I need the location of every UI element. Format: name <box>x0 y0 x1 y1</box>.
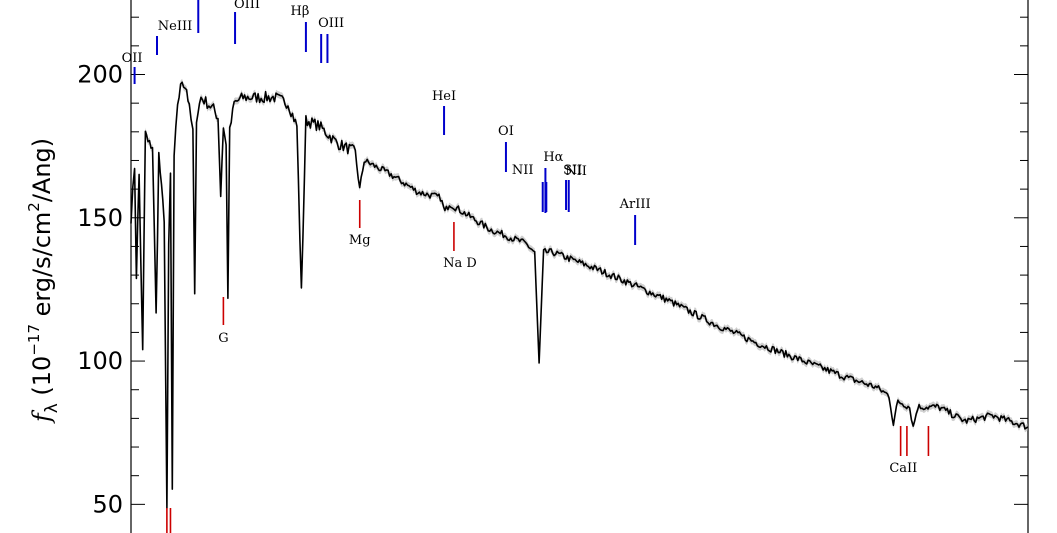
y-label-unit: erg/s/cm <box>28 212 56 324</box>
y-tick-label: 150 <box>77 204 123 232</box>
absorption-line-markers: G Mg Na D CaII <box>166 200 930 533</box>
emission-line-label: OIII <box>318 16 344 31</box>
absorption-group-label: CaII <box>889 461 917 476</box>
y-label-exponent: −17 <box>25 324 43 356</box>
emission-line-label: OIII <box>234 0 260 12</box>
y-axis-ticks: 50 100 150 200 <box>77 16 1028 518</box>
y-tick-label: 200 <box>77 61 123 89</box>
emission-line-label: Hβ <box>290 4 309 19</box>
emission-line-label: HeI <box>432 89 456 104</box>
y-axis-label-text: fλ (10−17 erg/s/cm2/Ang) <box>25 138 62 424</box>
y-tick-label: 50 <box>92 490 123 518</box>
y-axis-label: fλ (10−17 erg/s/cm2/Ang) <box>25 138 62 424</box>
y-label-prefix: (10 <box>28 356 56 404</box>
emission-line-label: ArIII <box>619 197 651 212</box>
spectrum-line <box>130 81 1029 509</box>
emission-line-label: Hα <box>543 150 563 165</box>
absorption-line-label: G <box>218 331 228 346</box>
emission-line-label: NeIII <box>158 19 192 34</box>
y-label-unit-suffix: /Ang) <box>28 138 56 202</box>
emission-line-label: NII <box>565 164 587 179</box>
emission-line-label: OI <box>498 124 514 139</box>
spectrum-error-band <box>131 78 1028 512</box>
emission-line-label: NII <box>512 163 534 178</box>
y-tick-label: 100 <box>77 347 123 375</box>
plot-frame <box>130 0 1029 533</box>
y-label-unit-exponent: 2 <box>25 202 43 212</box>
spectrum-series <box>130 78 1029 512</box>
emission-line-label: OII <box>122 51 143 66</box>
y-label-subscript: λ <box>42 403 62 413</box>
emission-line-label: SII <box>563 163 582 178</box>
absorption-line-label: Mg <box>349 233 371 248</box>
absorption-line-label: Na D <box>443 256 477 271</box>
